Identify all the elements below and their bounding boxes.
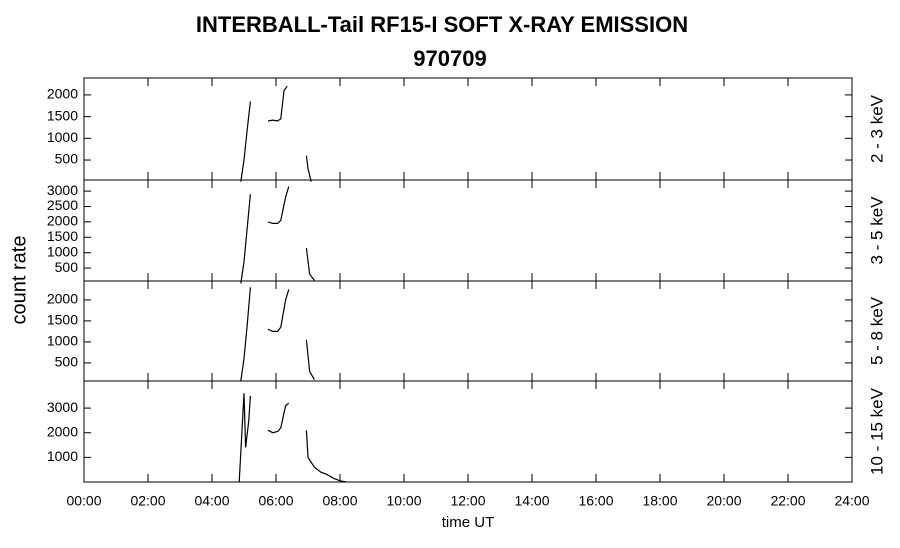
y-tick-label: 500 [55, 354, 79, 370]
x-tick-label: 06:00 [258, 493, 293, 509]
x-tick-label: 14:00 [514, 493, 549, 509]
data-line [238, 393, 347, 483]
x-tick-label: 04:00 [194, 493, 229, 509]
x-tick-label: 02:00 [130, 493, 165, 509]
y-tick-label: 1500 [47, 312, 78, 328]
y-tick-label: 1500 [47, 107, 78, 123]
x-tick-label: 12:00 [450, 493, 485, 509]
x-axis-label: time UT [442, 514, 495, 531]
y-tick-label: 2000 [47, 86, 78, 102]
panel-frame [83, 77, 853, 181]
x-tick-label: 16:00 [578, 493, 613, 509]
panel-label: 2 - 3 keV [867, 94, 886, 163]
panel-label: 10 - 15 keV [867, 387, 886, 475]
x-tick-label: 24:00 [834, 493, 869, 509]
y-tick-label: 2500 [47, 197, 78, 213]
data-line [240, 287, 315, 382]
y-tick-label: 1000 [47, 448, 78, 464]
panel-label: 5 - 8 keV [867, 296, 886, 365]
x-tick-label: 00:00 [66, 493, 101, 509]
x-tick-label: 08:00 [322, 493, 357, 509]
y-tick-label: 2000 [47, 423, 78, 439]
x-tick-label: 22:00 [770, 493, 805, 509]
panel-frame [83, 380, 853, 483]
y-tick-label: 1000 [47, 129, 78, 145]
y-tick-label: 1000 [47, 243, 78, 259]
chart-subtitle: 970709 [413, 46, 486, 71]
y-tick-label: 1500 [47, 228, 78, 244]
panel-label: 3 - 5 keV [867, 196, 886, 265]
y-tick-label: 3000 [47, 399, 78, 415]
y-tick-label: 3000 [47, 182, 78, 198]
y-tick-label: 500 [55, 259, 79, 275]
x-tick-label: 10:00 [386, 493, 421, 509]
y-tick-label: 2000 [47, 291, 78, 307]
data-line [240, 85, 312, 182]
panel-frame [83, 280, 853, 382]
y-tick-label: 1000 [47, 333, 78, 349]
x-tick-label: 20:00 [706, 493, 741, 509]
y-tick-label: 2000 [47, 213, 78, 229]
panel-frame [83, 179, 853, 282]
x-tick-label: 18:00 [642, 493, 677, 509]
chart-title: INTERBALL-Tail RF15-I SOFT X-RAY EMISSIO… [196, 12, 688, 37]
data-line [240, 186, 315, 284]
y-tick-label: 500 [55, 151, 79, 167]
y-axis-label: count rate [8, 236, 30, 325]
